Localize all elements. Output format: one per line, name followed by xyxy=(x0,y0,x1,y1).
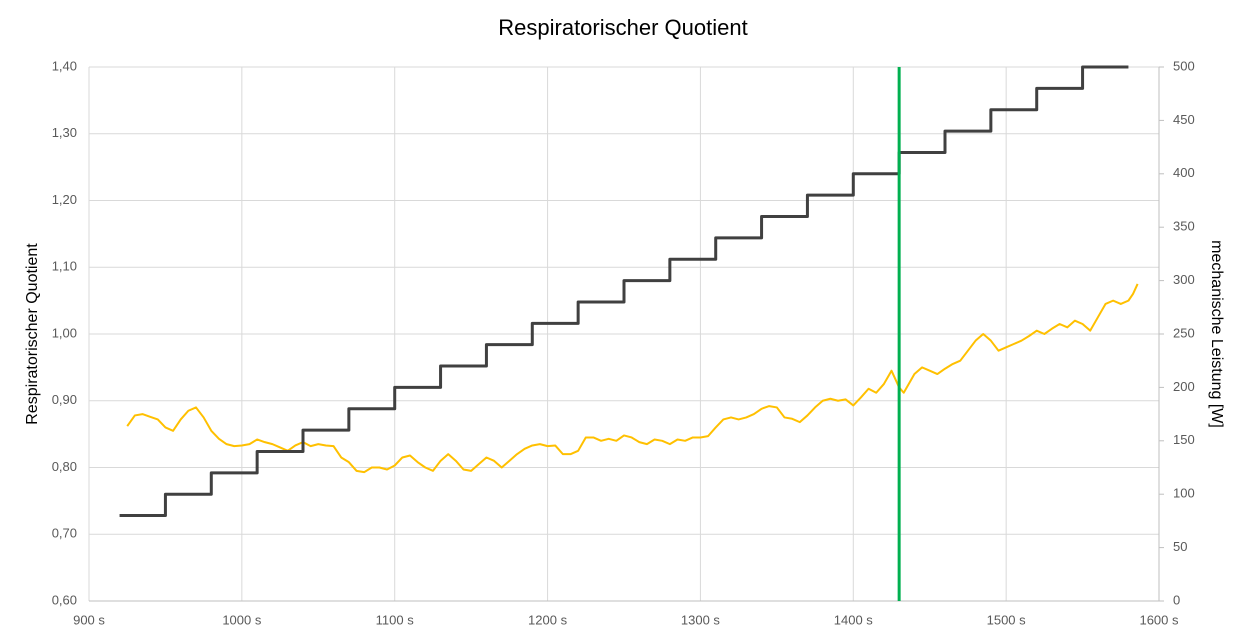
series-line xyxy=(126,283,1139,474)
y2-tick-label: 0 xyxy=(1173,592,1180,607)
y-tick-label: 1,40 xyxy=(52,58,77,73)
x-tick-label: 1500 s xyxy=(987,612,1027,627)
y-axis-title: Respiratorischer Quotient xyxy=(24,243,41,425)
y-tick-label: 1,30 xyxy=(52,125,77,140)
x-tick-label: 1100 s xyxy=(376,612,415,627)
y2-tick-label: 350 xyxy=(1173,219,1195,234)
y2-tick-label: 200 xyxy=(1173,379,1195,394)
y2-tick-label: 250 xyxy=(1173,325,1195,340)
x-tick-label: 900 s xyxy=(73,612,105,627)
y-tick-label: 1,10 xyxy=(52,259,77,274)
x-tick-label: 1000 s xyxy=(222,612,262,627)
y2-tick-label: 150 xyxy=(1173,432,1195,447)
y-tick-label: 0,70 xyxy=(52,526,77,541)
x-tick-label: 1600 s xyxy=(1139,612,1179,627)
chart-title: Respiratorischer Quotient xyxy=(498,15,747,40)
x-tick-label: 1300 s xyxy=(681,612,721,627)
x-tick-label: 1400 s xyxy=(834,612,874,627)
y2-tick-label: 500 xyxy=(1173,58,1195,73)
y2-tick-label: 100 xyxy=(1173,486,1195,501)
y-tick-label: 1,20 xyxy=(52,192,77,207)
y-tick-label: 0,90 xyxy=(52,392,77,407)
y-tick-label: 1,00 xyxy=(52,325,77,340)
series-line xyxy=(119,65,1129,518)
y2-tick-label: 50 xyxy=(1173,539,1187,554)
y2-tick-label: 300 xyxy=(1173,272,1195,287)
y-tick-label: 0,60 xyxy=(52,592,77,607)
x-tick-label: 1200 s xyxy=(528,612,568,627)
y2-axis-title: mechanische Leistung [W] xyxy=(1208,240,1225,428)
y2-tick-label: 400 xyxy=(1173,165,1195,180)
y2-tick-label: 450 xyxy=(1173,112,1195,127)
y-tick-label: 0,80 xyxy=(52,459,77,474)
